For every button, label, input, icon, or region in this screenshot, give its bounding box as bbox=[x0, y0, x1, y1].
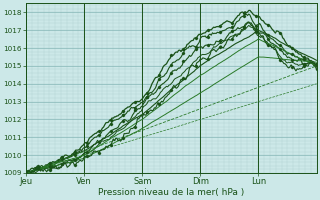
X-axis label: Pression niveau de la mer( hPa ): Pression niveau de la mer( hPa ) bbox=[98, 188, 244, 197]
